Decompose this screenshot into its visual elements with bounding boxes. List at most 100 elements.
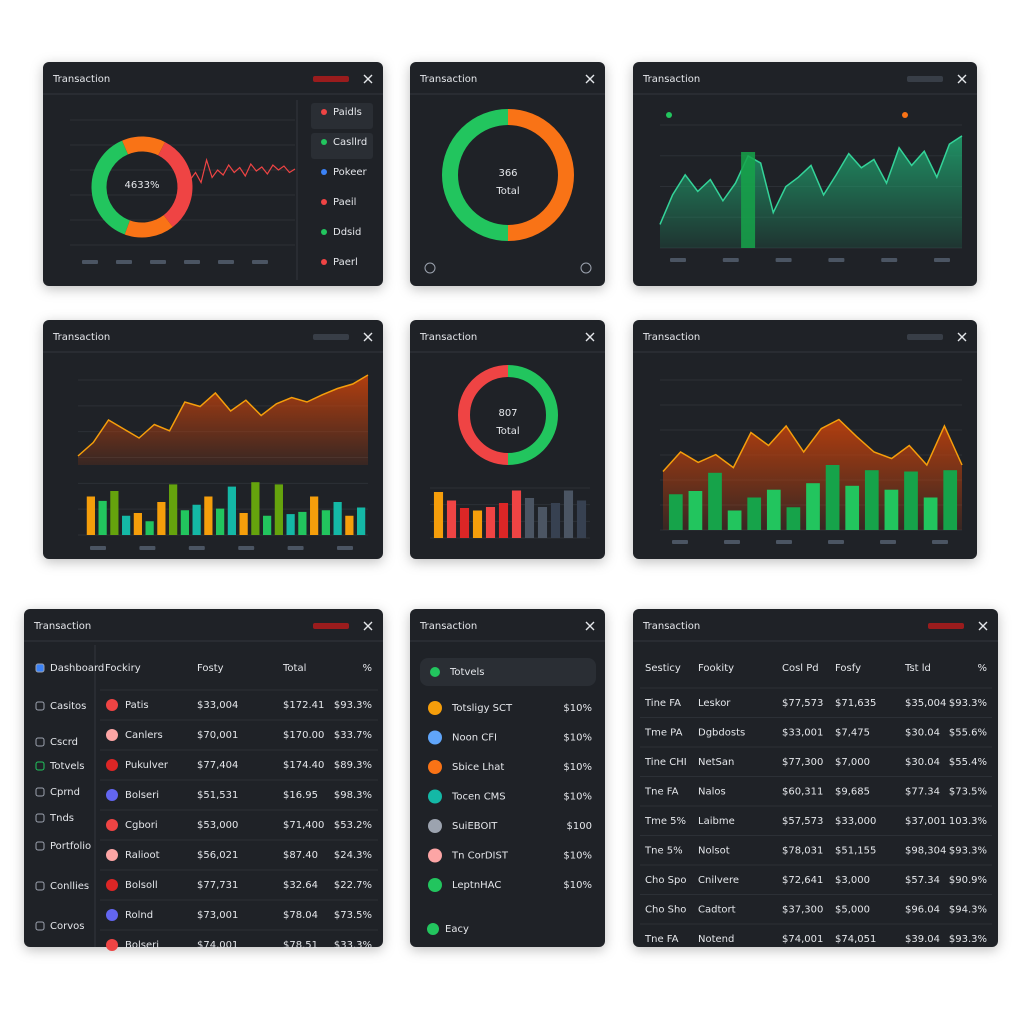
table-cell: $53,000	[197, 820, 238, 831]
donut-center: 4633%	[125, 180, 160, 191]
bar	[923, 497, 938, 530]
bar	[274, 484, 283, 535]
item-name: SuiEBOIT	[452, 821, 498, 832]
legend-icon	[321, 169, 327, 175]
close-icon[interactable]	[585, 621, 595, 631]
close-icon[interactable]	[363, 74, 373, 84]
item-name: Noon CFI	[452, 733, 497, 744]
panel	[410, 62, 605, 286]
table-cell: $30.04	[905, 728, 940, 739]
sidebar-label: Tnds	[49, 813, 74, 824]
bar	[845, 485, 860, 530]
bar	[86, 496, 95, 535]
table-cell: $9,685	[835, 787, 870, 798]
donut-segment	[91, 140, 131, 235]
x-axis-label	[150, 260, 166, 264]
close-icon[interactable]	[957, 332, 967, 342]
table-cell: Tne FA	[644, 787, 679, 798]
close-icon[interactable]	[585, 74, 595, 84]
table-cell: Cgbori	[125, 820, 158, 831]
x-axis-label	[116, 260, 132, 264]
table-cell: Tme PA	[644, 728, 683, 739]
table-cell: Cho Spo	[645, 875, 686, 886]
table-cell: Cho Sho	[645, 905, 686, 916]
sidebar-icon	[35, 921, 45, 931]
table-cell: $78,031	[782, 846, 823, 857]
x-axis-label	[724, 540, 740, 544]
item-icon	[428, 760, 442, 774]
table-cell: $90.9%	[949, 875, 987, 886]
bar	[333, 502, 342, 535]
bar	[110, 491, 119, 535]
bar	[133, 513, 142, 535]
table-cell: $37,001	[905, 816, 946, 827]
panel	[633, 609, 998, 947]
sidebar-label: Cscrd	[50, 737, 78, 748]
legend-swatch	[902, 112, 908, 118]
sidebar-icon	[35, 787, 45, 797]
panel-title: Transaction	[642, 74, 700, 85]
bar	[747, 497, 762, 530]
close-icon[interactable]	[978, 621, 988, 631]
price-line	[189, 157, 296, 185]
item-value: $10%	[563, 733, 592, 744]
table-cell: $7,000	[835, 757, 870, 768]
table-cell: Leskor	[698, 698, 731, 709]
table-cell: $55.6%	[949, 728, 987, 739]
table-cell: $98.3%	[334, 790, 372, 801]
legend-icon	[321, 199, 327, 205]
header-badge	[313, 623, 349, 629]
bar	[192, 504, 201, 535]
x-axis-label	[934, 258, 950, 262]
sidebar-icon	[35, 663, 45, 673]
table-header: %	[362, 663, 372, 674]
table-cell: $37,300	[782, 905, 823, 916]
table-cell: $73.5%	[949, 787, 987, 798]
item-value: $100	[567, 821, 592, 832]
table-header: Tst ld	[904, 663, 931, 674]
bar	[550, 503, 561, 538]
table-cell: Rolnd	[125, 910, 153, 921]
close-icon[interactable]	[363, 332, 373, 342]
close-icon[interactable]	[957, 74, 967, 84]
table-header: %	[977, 663, 987, 674]
close-icon[interactable]	[363, 621, 373, 631]
donut-segment	[458, 365, 509, 465]
bar	[251, 482, 260, 535]
x-axis-label	[776, 540, 792, 544]
legend-label: Paerl	[333, 257, 358, 268]
table-cell: Bolseri	[125, 940, 159, 951]
bar	[310, 496, 319, 535]
bar	[904, 471, 918, 530]
area-line	[659, 135, 963, 225]
table-cell: $53.2%	[334, 820, 372, 831]
bar	[943, 470, 958, 530]
table-cell: $77.34	[905, 787, 940, 798]
legend-label: Paidls	[333, 107, 362, 118]
table-cell: $74,001	[197, 940, 238, 951]
bar	[204, 496, 213, 535]
bar	[433, 492, 444, 538]
table-header: Cosl Pd	[782, 663, 819, 674]
legend-card	[311, 133, 373, 159]
bar	[286, 514, 295, 535]
table-cell: $174.40	[283, 760, 324, 771]
donut-segment	[507, 109, 574, 241]
header-badge	[907, 76, 943, 82]
close-icon[interactable]	[585, 332, 595, 342]
footer-icon	[580, 262, 592, 274]
donut-segment	[124, 214, 173, 238]
item-icon	[428, 730, 442, 745]
area-line	[77, 374, 369, 457]
bar	[668, 494, 683, 530]
table-cell: $3,000	[835, 875, 870, 886]
x-axis-label	[82, 260, 98, 264]
table-cell: $51,531	[197, 790, 238, 801]
header-badge	[928, 623, 964, 629]
table-cell: $30.04	[905, 757, 940, 768]
bar	[180, 510, 189, 535]
sidebar-icon	[35, 701, 45, 711]
bar	[708, 472, 722, 530]
table-cell: $33,001	[782, 728, 823, 739]
table-cell: Ralioot	[125, 850, 160, 861]
